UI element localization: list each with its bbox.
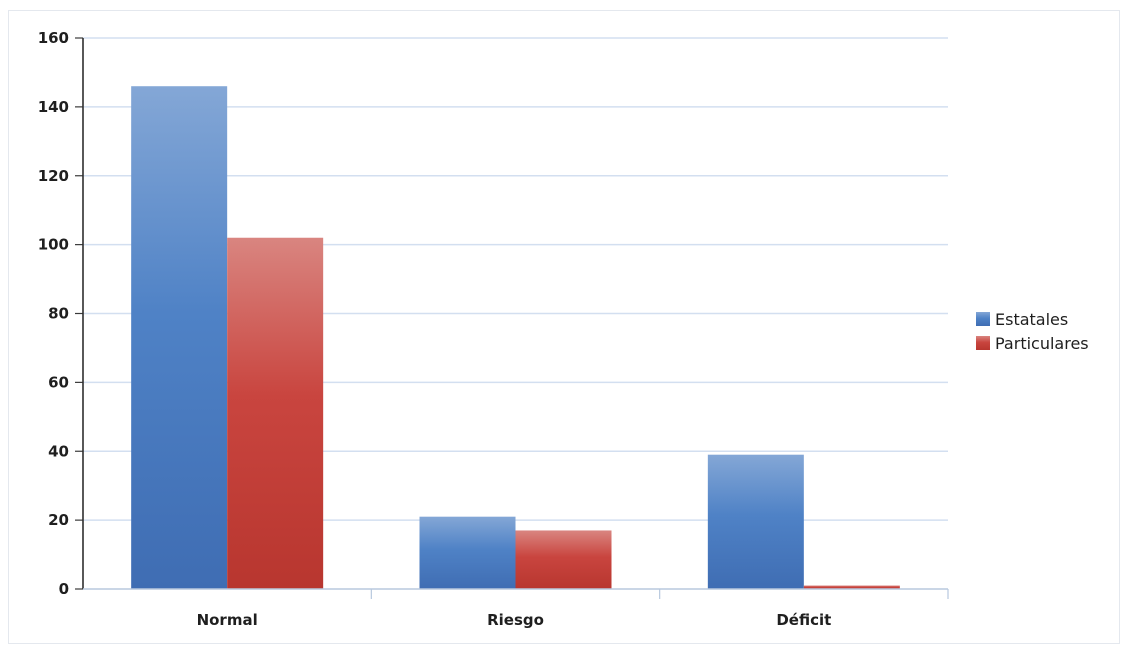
x-axis-categories: Normal Riesgo Déficit (197, 611, 832, 629)
legend-swatch-estatales (976, 312, 990, 326)
y-tick-label: 60 (48, 373, 69, 391)
bar-estatales-normal (131, 86, 228, 590)
bar-particulares-déficit (803, 585, 900, 589)
legend-label-estatales: Estatales (995, 310, 1068, 329)
y-tick-label: 160 (38, 29, 69, 47)
x-category-label: Déficit (776, 611, 831, 629)
y-tick-label: 20 (48, 511, 69, 529)
bars (131, 86, 900, 590)
x-category-label: Normal (197, 611, 258, 629)
y-tick-label: 120 (38, 167, 69, 185)
chart-frame (8, 10, 1120, 644)
bar-estatales-déficit (707, 454, 804, 589)
bar-particulares-normal (227, 237, 324, 590)
legend: Estatales Particulares (976, 310, 1089, 353)
axes (75, 37, 949, 599)
y-tick-label: 40 (48, 442, 69, 460)
x-category-label: Riesgo (487, 611, 544, 629)
bar-particulares-riesgo (515, 530, 612, 589)
y-tick-label: 80 (48, 305, 69, 323)
legend-swatch-particulares (976, 336, 990, 350)
legend-label-particulares: Particulares (995, 334, 1089, 353)
y-tick-label: 0 (59, 580, 69, 598)
y-tick-label: 100 (38, 236, 69, 254)
bar-estatales-riesgo (419, 516, 516, 589)
y-axis-ticks: 0 20 40 60 80 100 120 140 160 (38, 29, 69, 598)
y-tick-label: 140 (38, 98, 69, 116)
